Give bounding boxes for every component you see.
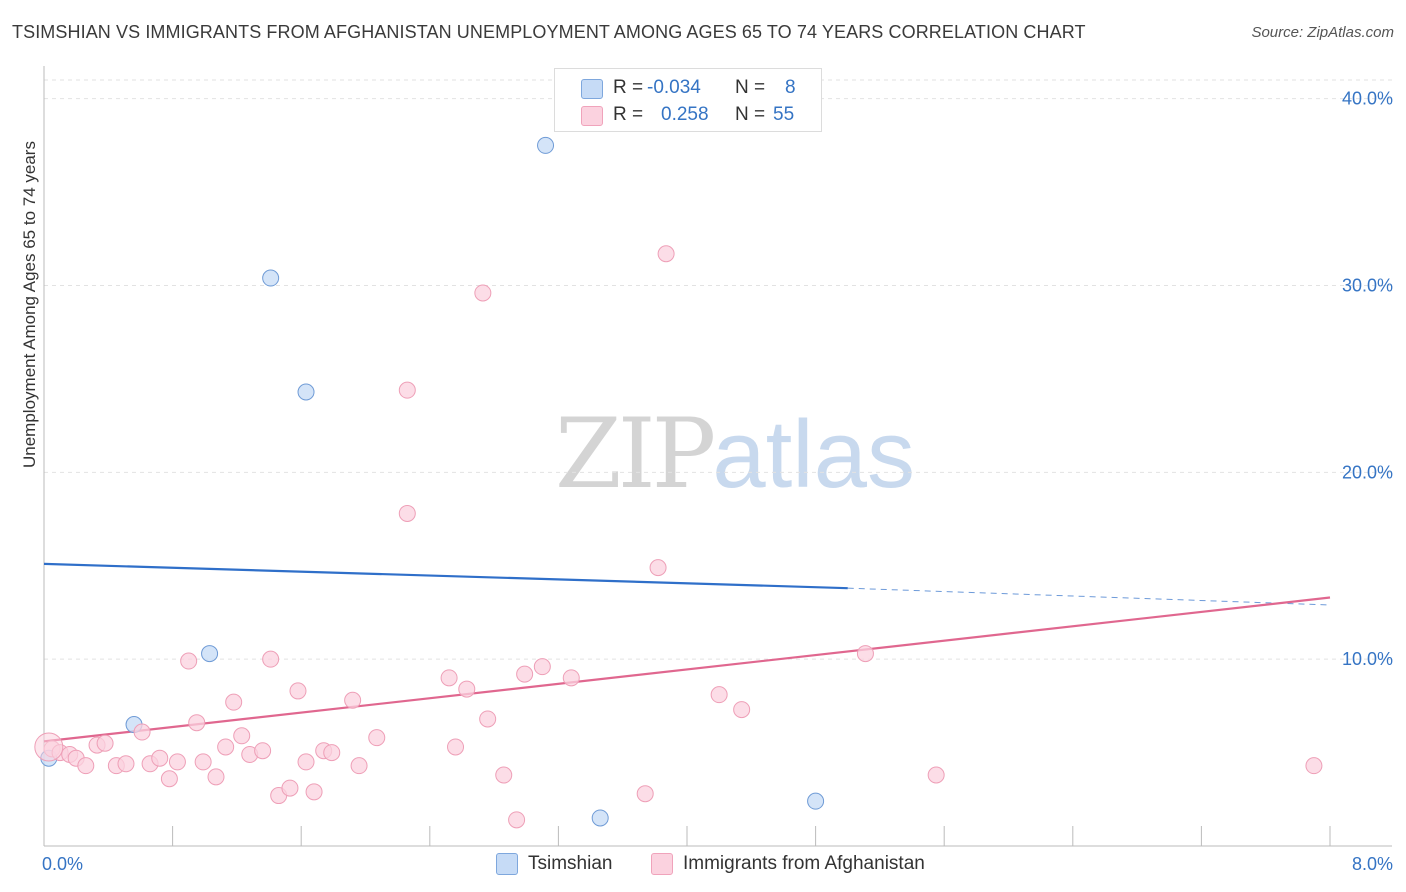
afghanistan-point: [207, 768, 225, 786]
watermark-zip: ZIP: [555, 398, 716, 510]
legend-r-label: R =: [613, 104, 644, 125]
afghanistan-point: [447, 738, 465, 756]
tsimshian-point: [297, 383, 315, 401]
afghanistan-point: [508, 811, 526, 829]
y-tick-label: 20.0%: [1342, 462, 1393, 482]
legend-r-value: -0.034: [647, 77, 701, 98]
bottom-legend-swatch-tsimshian: [496, 853, 518, 875]
afghanistan-point: [657, 245, 675, 263]
y-axis-label: Unemployment Among Ages 65 to 74 years: [20, 141, 39, 468]
y-tick-label: 40.0%: [1342, 89, 1393, 109]
tsimshian-point: [537, 136, 555, 154]
bottom-legend-label: Tsimshian: [528, 853, 613, 874]
afghanistan-point: [516, 665, 534, 683]
afghanistan-point: [77, 757, 95, 775]
afghanistan-point: [188, 714, 206, 732]
afghanistan-point: [495, 766, 513, 784]
y-tick-label: 30.0%: [1342, 276, 1393, 296]
grid-layer: [44, 79, 1392, 660]
afghanistan-point: [254, 742, 272, 760]
bottom-legend-label: Immigrants from Afghanistan: [683, 853, 925, 874]
afghanistan-point: [96, 734, 114, 752]
afghanistan-point: [636, 785, 654, 803]
legend-row-tsimshian: R = -0.034 N = 8: [555, 75, 821, 101]
afghanistan-point: [533, 658, 551, 676]
afghanistan-point: [160, 770, 178, 788]
afghanistan-cluster-point: [34, 732, 64, 762]
x-tick-label-max: 8.0%: [1352, 854, 1393, 874]
afghanistan-point: [733, 701, 751, 719]
afghanistan-point: [368, 729, 386, 747]
tsimshian-trend-extension: [847, 587, 1331, 606]
afghanistan-point: [194, 753, 212, 771]
afghanistan-point: [562, 669, 580, 687]
tsimshian-point: [262, 269, 280, 287]
afghanistan-point: [233, 727, 251, 745]
afghanistan-point: [117, 755, 135, 773]
source-credit: Source: ZipAtlas.com: [1251, 24, 1394, 41]
afghanistan-point: [350, 757, 368, 775]
afghanistan-point: [262, 650, 280, 668]
legend-swatch-afghanistan: [581, 106, 603, 126]
afghanistan-point: [398, 381, 416, 399]
legend-n-label: N =: [735, 77, 766, 98]
afghanistan-point: [281, 779, 299, 797]
afghanistan-point: [927, 766, 945, 784]
afghanistan-point: [289, 682, 307, 700]
legend-swatch-tsimshian: [581, 79, 603, 99]
legend-n-value: 8: [785, 77, 796, 98]
chart-title: TSIMSHIAN VS IMMIGRANTS FROM AFGHANISTAN…: [12, 22, 1086, 42]
afghanistan-point: [398, 504, 416, 522]
x-tick-label-min: 0.0%: [42, 854, 83, 874]
afghanistan-point: [649, 559, 667, 577]
afghanistan-point: [474, 284, 492, 302]
trend-layer: [43, 562, 1331, 743]
afghanistan-point: [133, 723, 151, 741]
tsimshian-point: [591, 809, 609, 827]
tsimshian-point: [201, 645, 219, 663]
afghanistan-point: [856, 645, 874, 663]
tsimshian-point: [807, 792, 825, 810]
afghanistan-point: [344, 691, 362, 709]
y-tick-label: 10.0%: [1342, 649, 1393, 669]
correlation-legend: R = -0.034 N = 8 R = 0.258 N = 55: [554, 68, 822, 132]
afghanistan-point: [297, 753, 315, 771]
point-layer: [34, 136, 1323, 829]
bottom-legend-swatch-afghanistan: [651, 853, 673, 875]
afghanistan-point: [710, 686, 728, 704]
watermark-atlas: atlas: [712, 401, 915, 508]
afghanistan-trend-line: [43, 596, 1331, 743]
afghanistan-point: [151, 749, 169, 767]
label-layer: 10.0% 20.0% 30.0% 40.0% 0.0% 8.0%: [42, 89, 1393, 874]
afghanistan-point: [440, 669, 458, 687]
tsimshian-trend-line: [43, 562, 848, 590]
watermark: ZIPatlas: [555, 398, 915, 510]
afghanistan-point: [180, 652, 198, 670]
afghanistan-point: [168, 753, 186, 771]
afghanistan-point: [1305, 757, 1323, 775]
afghanistan-point: [323, 744, 341, 762]
afghanistan-point: [458, 680, 476, 698]
legend-r-value: 0.258: [661, 104, 709, 125]
afghanistan-point: [305, 783, 323, 801]
legend-n-label: N =: [735, 104, 766, 125]
legend-row-afghanistan: R = 0.258 N = 55: [555, 102, 821, 128]
legend-r-label: R =: [613, 77, 644, 98]
axis-layer: [43, 66, 1392, 847]
legend-n-value: 55: [773, 104, 795, 125]
afghanistan-point: [217, 738, 235, 756]
afghanistan-point: [479, 710, 497, 728]
afghanistan-point: [225, 693, 243, 711]
